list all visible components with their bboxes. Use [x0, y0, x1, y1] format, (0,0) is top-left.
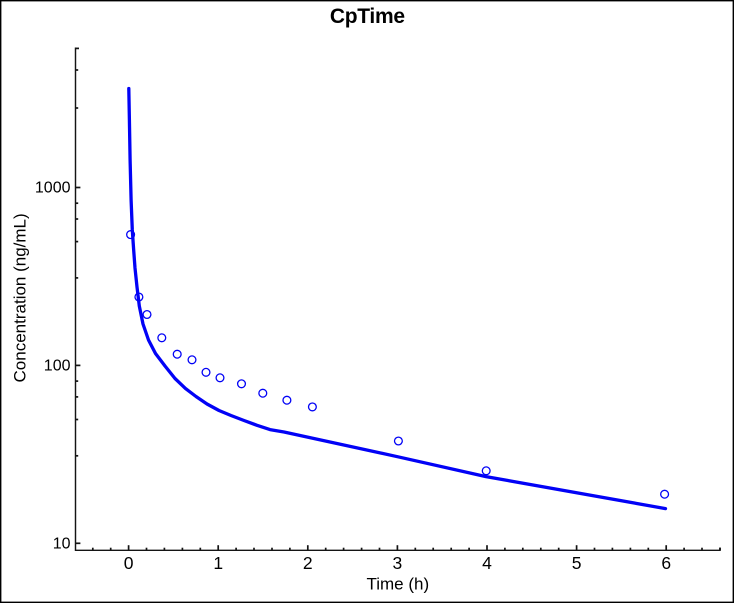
svg-text:1: 1	[213, 553, 223, 573]
svg-text:4: 4	[482, 553, 492, 573]
svg-text:100: 100	[44, 357, 71, 374]
svg-text:2: 2	[303, 553, 313, 573]
svg-text:0: 0	[124, 553, 134, 573]
svg-text:5: 5	[572, 553, 582, 573]
svg-text:1000: 1000	[35, 180, 71, 197]
svg-text:3: 3	[393, 553, 403, 573]
svg-text:6: 6	[661, 553, 671, 573]
svg-text:Concentration (ng/mL): Concentration (ng/mL)	[10, 213, 29, 382]
svg-text:Time (h): Time (h)	[366, 575, 429, 594]
svg-text:10: 10	[53, 535, 71, 552]
svg-text:CpTime: CpTime	[330, 5, 405, 28]
